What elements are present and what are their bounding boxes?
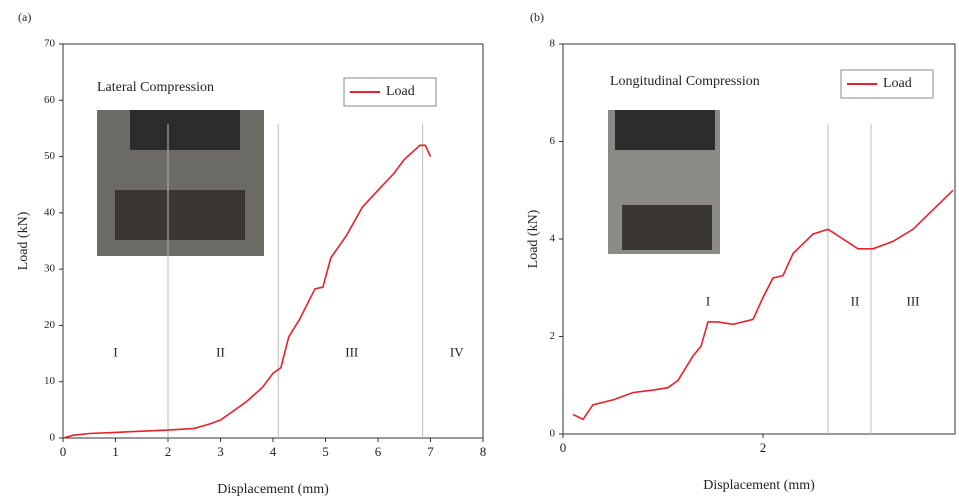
inset-photo-press bbox=[615, 110, 715, 150]
y-axis-label: Load (kN) bbox=[16, 211, 31, 270]
legend-label: Load bbox=[883, 76, 912, 91]
region-label: III bbox=[345, 345, 358, 360]
panel-label: (a) bbox=[18, 10, 31, 24]
x-tick-label: 0 bbox=[560, 440, 567, 455]
y-tick-label: 0 bbox=[50, 432, 56, 444]
inset-photo-base bbox=[115, 190, 245, 240]
x-tick-label: 1 bbox=[112, 444, 119, 459]
x-tick-label: 8 bbox=[480, 444, 487, 459]
y-tick-label: 40 bbox=[44, 206, 56, 218]
inset-title: Longitudinal Compression bbox=[610, 74, 760, 89]
x-tick-label: 6 bbox=[375, 444, 382, 459]
region-label: II bbox=[851, 293, 860, 308]
inset-photo-base bbox=[622, 205, 712, 250]
x-tick-label: 7 bbox=[427, 444, 434, 459]
x-tick-label: 2 bbox=[760, 440, 767, 455]
data-line bbox=[62, 144, 432, 439]
inset-photo-press bbox=[130, 110, 240, 150]
data-line bbox=[572, 189, 954, 421]
region-label: I bbox=[706, 293, 710, 308]
x-axis-label: Displacement (mm) bbox=[703, 478, 815, 493]
y-tick-label: 70 bbox=[44, 38, 56, 50]
y-tick-label: 50 bbox=[44, 150, 56, 162]
x-tick-label: 3 bbox=[217, 444, 224, 459]
region-label: I bbox=[113, 345, 117, 360]
y-tick-label: 0 bbox=[550, 428, 556, 440]
legend-label: Load bbox=[386, 84, 415, 99]
region-label: II bbox=[216, 345, 225, 360]
panel-label: (b) bbox=[530, 10, 544, 24]
y-tick-label: 10 bbox=[44, 375, 56, 387]
region-label: III bbox=[907, 293, 920, 308]
region-label: IV bbox=[450, 345, 464, 360]
y-tick-label: 60 bbox=[44, 94, 56, 106]
x-tick-label: 5 bbox=[322, 444, 329, 459]
y-tick-label: 6 bbox=[550, 135, 556, 147]
x-tick-label: 4 bbox=[270, 444, 277, 459]
x-tick-label: 0 bbox=[60, 444, 67, 459]
y-tick-label: 8 bbox=[550, 38, 556, 50]
y-tick-label: 30 bbox=[44, 263, 56, 275]
x-axis-label: Displacement (mm) bbox=[217, 482, 329, 497]
y-axis-label: Load (kN) bbox=[526, 209, 541, 268]
y-tick-label: 4 bbox=[550, 233, 556, 245]
y-tick-label: 20 bbox=[44, 319, 56, 331]
inset-title: Lateral Compression bbox=[97, 80, 214, 95]
x-tick-label: 2 bbox=[165, 444, 172, 459]
y-tick-label: 2 bbox=[550, 330, 556, 342]
